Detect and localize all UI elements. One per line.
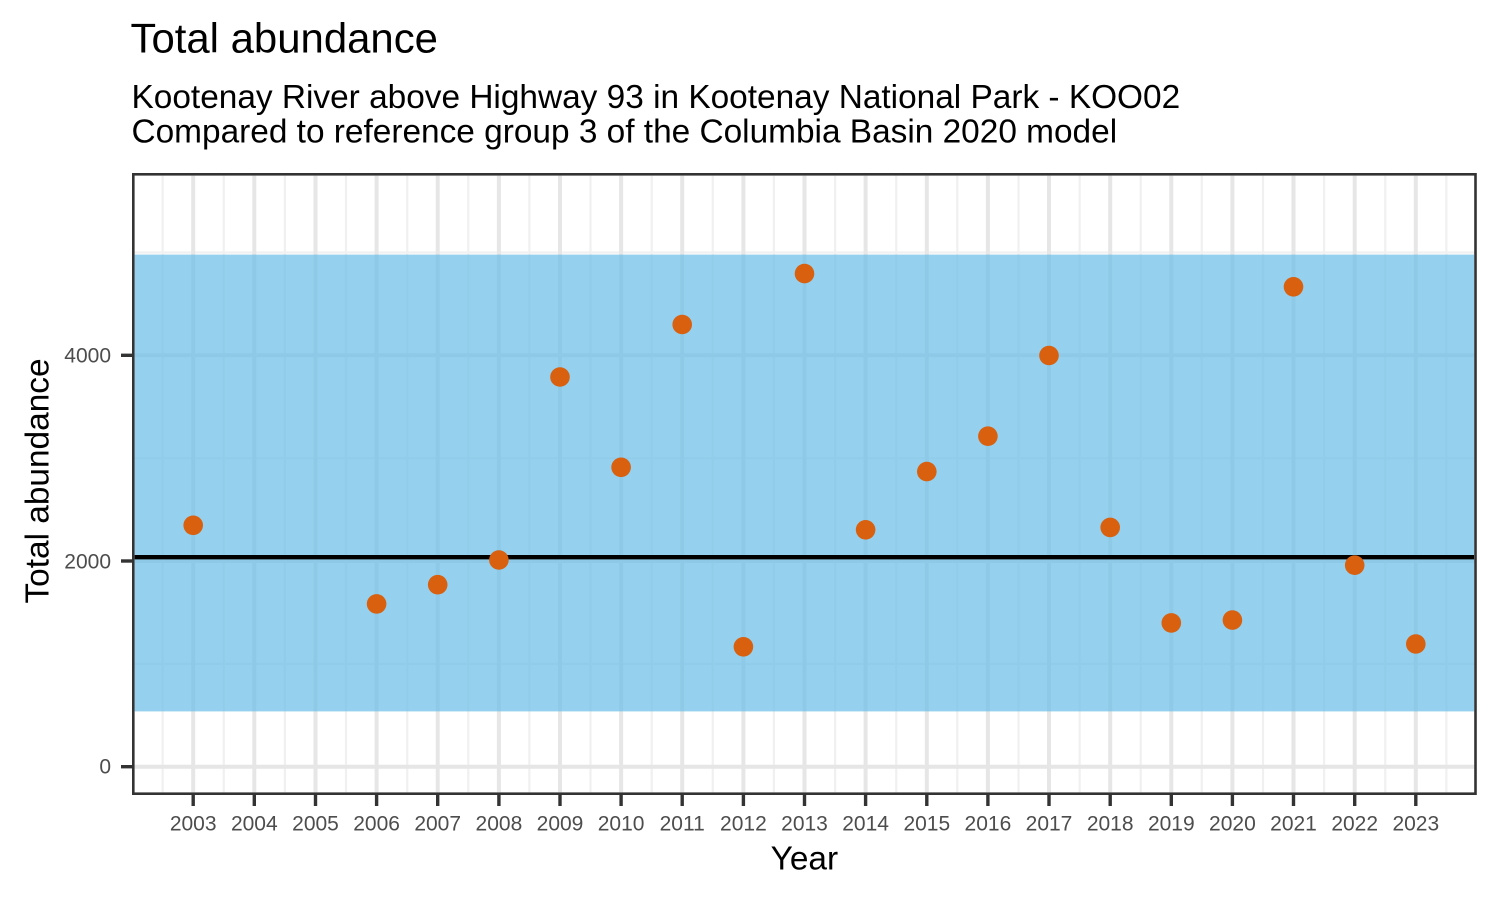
- svg-text:2021: 2021: [1270, 813, 1317, 836]
- svg-text:2017: 2017: [1026, 813, 1073, 836]
- svg-text:Total abundance: Total abundance: [131, 15, 438, 62]
- svg-text:2004: 2004: [231, 813, 278, 836]
- svg-text:2003: 2003: [170, 813, 217, 836]
- svg-text:2015: 2015: [903, 813, 950, 836]
- svg-text:Kootenay River above Highway 9: Kootenay River above Highway 93 in Koote…: [132, 79, 1181, 116]
- svg-text:Year: Year: [771, 841, 838, 878]
- svg-text:2005: 2005: [292, 813, 339, 836]
- svg-text:2016: 2016: [965, 813, 1012, 836]
- svg-text:2006: 2006: [353, 813, 400, 836]
- svg-text:2020: 2020: [1209, 813, 1256, 836]
- svg-text:4000: 4000: [64, 345, 111, 368]
- svg-text:2014: 2014: [842, 813, 889, 836]
- svg-text:2018: 2018: [1087, 813, 1134, 836]
- svg-text:2011: 2011: [660, 813, 705, 836]
- svg-text:2012: 2012: [720, 813, 767, 836]
- svg-text:2022: 2022: [1331, 813, 1378, 836]
- svg-text:0: 0: [99, 756, 111, 779]
- svg-text:Compared to reference group 3: Compared to reference group 3 of the Col…: [132, 114, 1118, 151]
- svg-text:2009: 2009: [537, 813, 584, 836]
- svg-text:2013: 2013: [781, 813, 828, 836]
- svg-text:2007: 2007: [414, 813, 461, 836]
- svg-text:2010: 2010: [598, 813, 645, 836]
- svg-text:2019: 2019: [1148, 813, 1195, 836]
- svg-text:2008: 2008: [476, 813, 523, 836]
- svg-text:2023: 2023: [1392, 813, 1439, 836]
- svg-text:2000: 2000: [64, 550, 111, 573]
- svg-text:Total abundance: Total abundance: [20, 358, 57, 603]
